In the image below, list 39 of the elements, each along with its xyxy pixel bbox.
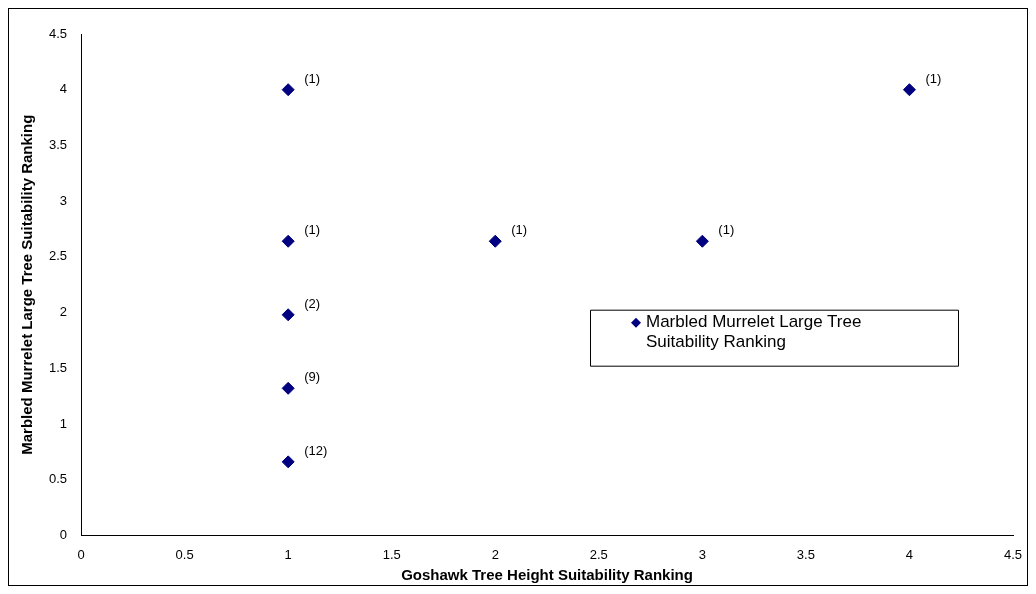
y-tick-label: 1	[59, 415, 68, 431]
x-tick-label: 1.5	[382, 546, 401, 562]
x-tick-label: 3	[698, 546, 706, 562]
annotation: (1)	[925, 70, 942, 86]
y-tick-label: 0	[59, 526, 68, 542]
x-tick-label: 3.5	[796, 546, 815, 562]
point	[695, 234, 709, 248]
point	[281, 308, 295, 322]
y-tick-label: 2.5	[48, 248, 68, 264]
x-tick-label: 4.5	[1003, 546, 1023, 562]
x-tick-label: 1	[284, 546, 292, 562]
annotation: (2)	[304, 295, 321, 311]
point	[902, 83, 916, 97]
annotation: (12)	[304, 442, 328, 458]
y-axis-title: Marbled Murrelet Large Tree Suitability Ranking	[18, 114, 36, 455]
y-tick-label: 4.5	[48, 25, 68, 41]
point	[281, 83, 295, 97]
y-tick-label: 3	[59, 192, 68, 208]
x-tick-label: 4	[905, 546, 914, 562]
point	[281, 455, 295, 469]
point	[488, 234, 502, 248]
annotation: (1)	[718, 222, 735, 238]
y-tick-label: 3.5	[48, 137, 68, 152]
x-tick-label: 2	[491, 546, 499, 562]
point	[281, 234, 295, 248]
legend-label: Marbled Murrelet Large Tree Suitability Ranking	[646, 312, 862, 352]
x-tick-label: 0.5	[175, 546, 194, 562]
annotation: (1)	[304, 70, 321, 86]
y-tick-label: 1.5	[48, 359, 68, 375]
x-tick-label: 2.5	[589, 546, 608, 562]
annotation: (9)	[304, 369, 321, 385]
annotation: (1)	[511, 222, 528, 238]
y-tick-label: 2	[59, 304, 68, 320]
point	[281, 381, 295, 395]
x-tick-label: 0	[77, 546, 85, 562]
annotation: (1)	[304, 222, 321, 238]
y-tick-label: 0.5	[48, 471, 68, 487]
y-tick-label: 4	[59, 81, 68, 97]
x-axis-title: Goshawk Tree Height Suitability Ranking	[401, 566, 693, 584]
